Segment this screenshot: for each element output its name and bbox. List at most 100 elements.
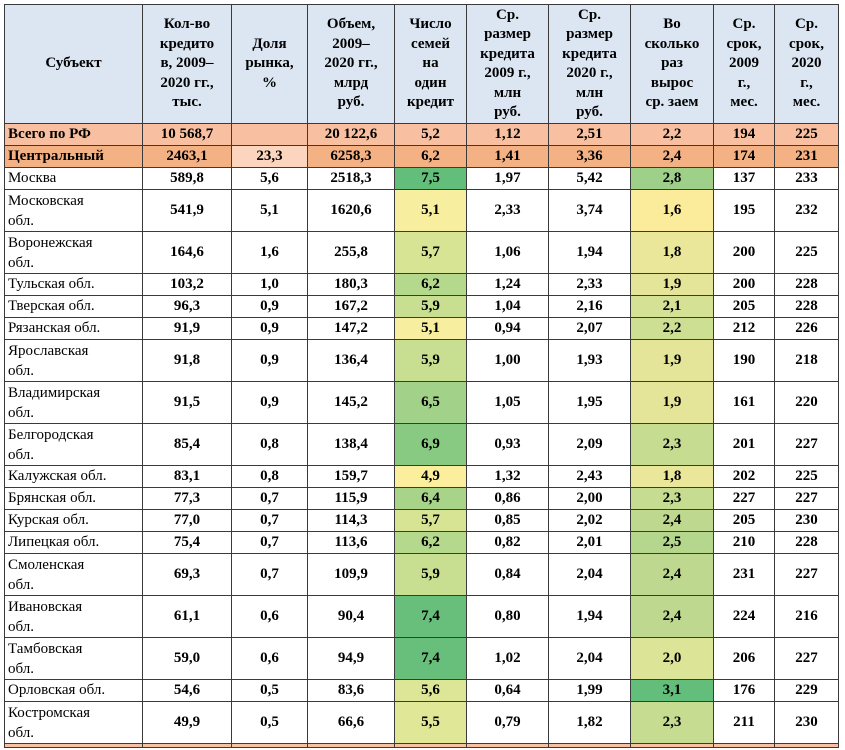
avg-2009-cell: 1,12 <box>466 123 549 146</box>
term-2009-cell: 137 <box>713 167 775 190</box>
header-line: г., <box>737 74 751 91</box>
count-cell: 10 568,7 <box>142 123 232 146</box>
growth-cell: 2,4 <box>630 595 714 638</box>
growth-cell: 2,4 <box>630 145 714 168</box>
header-line: мес. <box>730 94 758 111</box>
term-2020-cell: 233 <box>774 167 839 190</box>
count-cell: 2463,1 <box>142 145 232 168</box>
volume-cell: 167,2 <box>307 295 395 318</box>
subject-name-line: обл. <box>8 618 34 635</box>
avg-2009-cell: 0,84 <box>466 553 549 596</box>
header-line: Субъект <box>45 55 102 72</box>
families-cell: 5,9 <box>394 553 467 596</box>
term-2009-cell: 176 <box>713 679 775 702</box>
table-row: Орловская обл. 54,6 0,5 83,6 5,6 0,64 1,99 3,1 1… <box>4 679 839 702</box>
header-line: срок, <box>789 35 824 52</box>
header-line: сколько <box>644 35 700 52</box>
term-2020-cell: 231 <box>774 145 839 168</box>
table-row: Московская обл. 541,9 5,1 1620,6 5,1 2,33 3,74 1… <box>4 189 839 232</box>
volume-cell: 113,6 <box>307 531 395 554</box>
growth-cell: 2,4 <box>630 509 714 532</box>
header-row: Субъект Кол-во кредито в, 2009– 2020 гг., тыс… <box>4 4 839 124</box>
term-2020-cell: 230 <box>774 701 839 744</box>
header-line: Во <box>663 16 681 33</box>
header-line: рынка, <box>245 55 294 72</box>
subject-name-line: обл. <box>8 212 34 229</box>
share-cell: 23,3 <box>231 145 308 168</box>
header-share: Доля рынка,% <box>231 4 308 124</box>
cut-cell <box>307 743 395 748</box>
volume-cell: 1620,6 <box>307 189 395 232</box>
growth-cell: 2,3 <box>630 423 714 466</box>
share-cell: 5,1 <box>231 189 308 232</box>
subject-name-line: Москва <box>8 170 57 186</box>
mortgage-table: Субъект Кол-во кредито в, 2009– 2020 гг., тыс… <box>4 4 839 748</box>
term-2020-cell: 226 <box>774 317 839 340</box>
header-families: Число семей на один кредит <box>394 4 467 124</box>
table-row: Центральный 2463,1 23,3 6258,3 6,2 1,41 3,36 2,… <box>4 145 839 168</box>
header-line: кредита <box>562 45 617 62</box>
avg-2009-cell: 1,06 <box>466 231 549 274</box>
count-cell: 85,4 <box>142 423 232 466</box>
count-cell: 83,1 <box>142 465 232 488</box>
families-cell: 7,4 <box>394 595 467 638</box>
term-2009-cell: 194 <box>713 123 775 146</box>
subject-cell: Смоленская обл. <box>4 553 143 596</box>
table-row: Белгородская обл. 85,4 0,8 138,4 6,9 0,93 2,09 2… <box>4 423 839 466</box>
table-row: Костромская обл. 49,9 0,5 66,6 5,5 0,79 1,82 2,3… <box>4 701 839 744</box>
share-cell: 0,8 <box>231 423 308 466</box>
growth-cell: 2,5 <box>630 531 714 554</box>
growth-cell: 1,8 <box>630 465 714 488</box>
header-line: мес. <box>792 94 821 111</box>
volume-cell: 115,9 <box>307 487 395 510</box>
count-cell: 61,1 <box>142 595 232 638</box>
header-line: Ср. <box>578 6 601 23</box>
count-cell: 541,9 <box>142 189 232 232</box>
header-subject: Субъект <box>4 4 143 124</box>
header-line: Ср. <box>496 6 519 23</box>
volume-cell: 66,6 <box>307 701 395 744</box>
cut-cell <box>548 743 631 748</box>
avg-2020-cell: 2,43 <box>548 465 631 488</box>
share-cell: 0,7 <box>231 509 308 532</box>
header-line: руб. <box>337 94 365 111</box>
header-line: вырос <box>650 74 694 91</box>
subject-cell: Московская обл. <box>4 189 143 232</box>
count-cell: 91,9 <box>142 317 232 340</box>
header-avg-2020: Ср. размер кредита 2020 г., млн руб. <box>548 4 631 124</box>
avg-2020-cell: 5,42 <box>548 167 631 190</box>
cut-cell <box>231 743 308 748</box>
avg-2009-cell: 1,00 <box>466 339 549 382</box>
header-line: кредита <box>480 45 535 62</box>
header-line: Число <box>409 16 452 33</box>
subject-name-line: Белгородская <box>8 426 94 443</box>
avg-2009-cell: 0,93 <box>466 423 549 466</box>
volume-cell: 255,8 <box>307 231 395 274</box>
cut-cell <box>774 743 839 748</box>
count-cell: 59,0 <box>142 637 232 680</box>
subject-cell: Ярославская обл. <box>4 339 143 382</box>
header-line: на <box>422 55 439 72</box>
term-2009-cell: 195 <box>713 189 775 232</box>
subject-name-line: обл. <box>8 254 34 271</box>
term-2020-cell: 228 <box>774 295 839 318</box>
volume-cell: 6258,3 <box>307 145 395 168</box>
avg-2020-cell: 3,74 <box>548 189 631 232</box>
share-cell <box>231 123 308 146</box>
table-row: Липецкая обл. 75,4 0,7 113,6 6,2 0,82 2,01 2,5 2… <box>4 531 839 554</box>
families-cell: 6,2 <box>394 273 467 296</box>
table-row-cut <box>4 743 839 748</box>
avg-2009-cell: 1,02 <box>466 637 549 680</box>
header-term-2020: Ср. срок, 2020 г., мес. <box>774 4 839 124</box>
growth-cell: 2,3 <box>630 701 714 744</box>
volume-cell: 136,4 <box>307 339 395 382</box>
volume-cell: 94,9 <box>307 637 395 680</box>
header-avg-2009: Ср. размер кредита 2009 г., млн руб. <box>466 4 549 124</box>
header-line: размер <box>566 26 613 42</box>
subject-name-line: Костромская <box>8 704 91 721</box>
families-cell: 5,9 <box>394 339 467 382</box>
volume-cell: 145,2 <box>307 381 395 424</box>
subject-name-line: Московская <box>8 192 84 209</box>
subject-cell: Москва <box>4 167 143 190</box>
avg-2020-cell: 2,01 <box>548 531 631 554</box>
